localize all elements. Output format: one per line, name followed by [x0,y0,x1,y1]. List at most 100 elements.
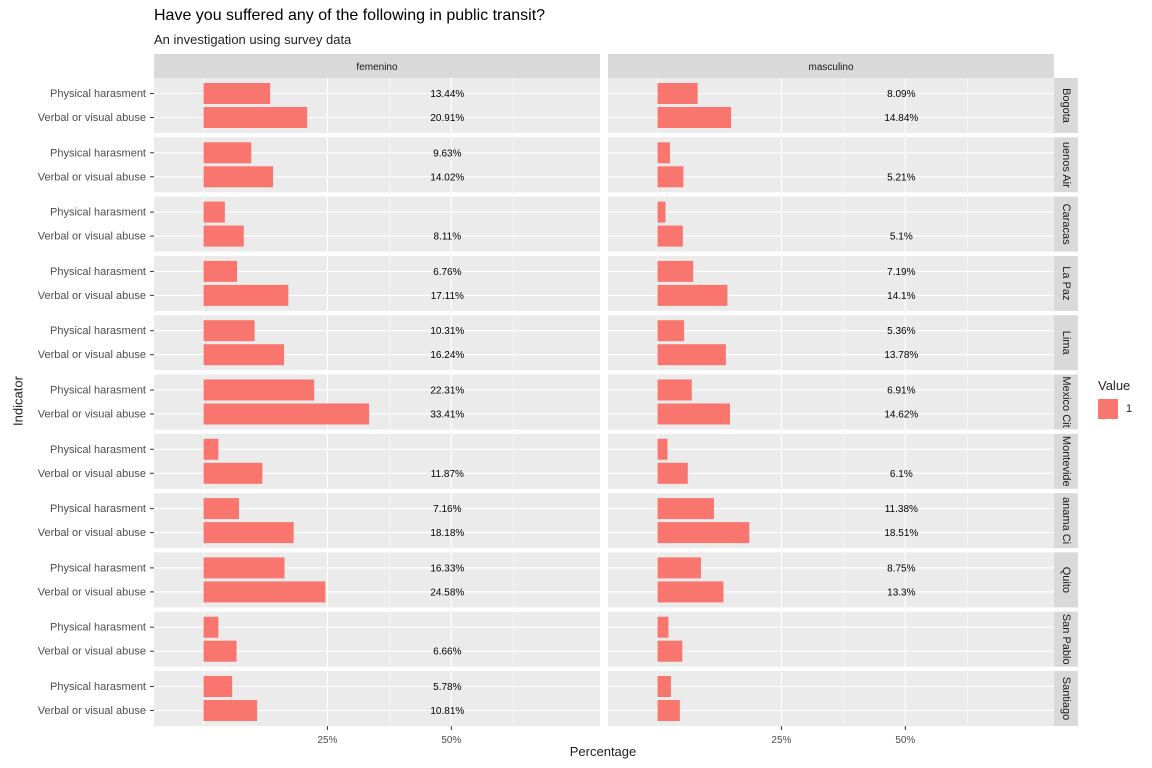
y-tick-label: Physical harasment [50,503,146,515]
data-label: 6.66% [433,647,461,658]
bar [203,379,315,401]
row-strip [1054,671,1078,726]
y-tick-label: Physical harasment [50,88,146,100]
bar [203,201,225,223]
bar [203,320,255,342]
y-tick-label: Physical harasment [50,385,146,397]
bar [657,83,698,104]
legend-item: 1 [1098,399,1132,419]
y-tick-label: Verbal or visual abuse [38,527,146,539]
row-strip [1054,611,1078,667]
row-strip-label: anama Ci [1060,497,1072,544]
y-tick-label: Physical harasment [50,444,146,456]
bar [203,83,271,104]
bar [203,498,240,520]
row-strip-label: Lima [1060,331,1072,356]
bar [657,676,671,697]
x-axis-title: Percentage [569,744,637,759]
x-tick-label: 50% [895,735,915,746]
data-label: 11.38% [885,504,918,515]
row-strip-label: Santiago [1060,677,1072,720]
bar [657,260,694,282]
data-label: 16.33% [430,563,464,574]
bar [657,700,680,721]
y-tick-label: Physical harasment [50,325,146,337]
row-strip [1054,315,1078,371]
bar [657,438,668,460]
y-tick-label: Verbal or visual abuse [38,290,146,302]
bar [203,166,274,188]
bar [203,557,285,579]
data-label: 5.21% [887,172,915,183]
data-label: 9.63% [433,148,461,159]
data-label: 8.75% [887,563,915,574]
bar [657,379,692,401]
y-tick-label: Verbal or visual abuse [38,349,146,361]
bar [657,522,750,544]
data-label: 8.11% [434,232,462,243]
x-tick-label: 50% [441,735,461,746]
bar [203,640,237,662]
y-axis-title: Indicator [10,376,26,426]
row-strip [1054,374,1078,430]
chart-title: Have you suffered any of the following i… [154,7,546,24]
bar [203,344,285,366]
row-strip [1054,255,1078,311]
bar [203,700,258,721]
row-strip [1054,78,1078,133]
bar [203,676,233,697]
bar [657,320,685,342]
y-tick-label: Verbal or visual abuse [38,646,146,658]
data-label: 8.09% [887,89,915,100]
data-label: 14.84% [884,113,918,124]
y-tick-label: Physical harasment [50,266,146,278]
data-label: 24.58% [430,587,464,598]
bar [657,142,670,164]
bar [657,557,701,579]
panel-background [608,671,1054,726]
row-strip [1054,433,1078,489]
bar [203,225,244,247]
y-tick-label: Physical harasment [50,207,146,219]
legend-title: Value [1098,378,1131,393]
bar [657,284,728,306]
row-strip [1054,137,1078,193]
y-tick-label: Verbal or visual abuse [38,468,146,480]
data-label: 6.1% [890,469,913,480]
bar [657,640,683,662]
column-strip-label: masculino [808,62,853,73]
row-strip-label: San Pablo [1060,614,1072,665]
legend-label: 1 [1126,403,1133,415]
data-label: 13.78% [884,350,918,361]
y-tick-label: Physical harasment [50,147,146,159]
data-label: 11.87% [431,469,464,480]
data-label: 16.24% [430,350,464,361]
bar [657,344,726,366]
data-label: 7.19% [887,267,915,278]
bar [657,462,688,484]
data-label: 33.41% [430,410,464,421]
bar [203,142,252,164]
y-tick-label: Physical harasment [50,622,146,634]
data-label: 17.11% [431,291,464,302]
bar [203,522,294,544]
data-label: 18.51% [884,528,918,539]
row-strip-label: Quito [1060,567,1072,593]
y-tick-label: Physical harasment [50,681,146,693]
bar [657,166,684,188]
data-label: 10.31% [430,326,464,337]
row-strip [1054,493,1078,549]
y-tick-label: Verbal or visual abuse [38,409,146,421]
data-label: 20.91% [430,113,464,124]
bar [203,284,289,306]
legend: Value 1 [1098,378,1132,419]
data-label: 7.16% [433,504,461,515]
data-label: 13.3% [887,587,915,598]
y-tick-label: Verbal or visual abuse [38,112,146,124]
data-label: 22.31% [430,386,464,397]
row-strip-label: Bogota [1060,88,1072,124]
bar [203,462,263,484]
data-label: 13.44% [430,89,464,100]
bar [657,498,714,520]
